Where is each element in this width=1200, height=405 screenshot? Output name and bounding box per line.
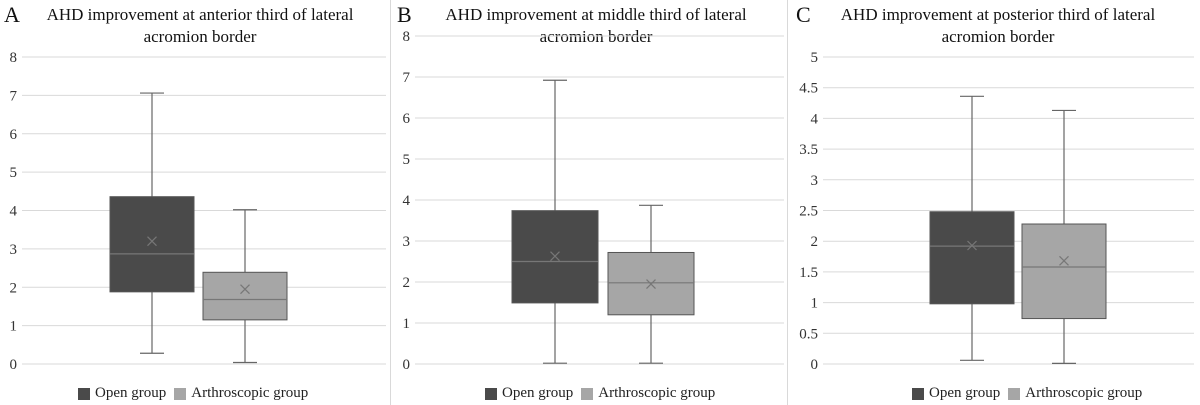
legend-item-open: Open group [912, 385, 1000, 402]
y-tick-label: 1.5 [799, 265, 818, 281]
legend-item-arthroscopic: Arthroscopic group [581, 385, 715, 402]
box-arthroscopic-group [1021, 109, 1107, 364]
legend-label-open: Open group [929, 385, 1001, 401]
plot-area: 0 0.5 1 1.5 2 2.5 3 3.5 4 4.5 5 [799, 50, 1194, 373]
legend-swatch-arthroscopic [1008, 387, 1021, 400]
y-tick-label: 4.5 [799, 81, 818, 97]
y-tick-label: 7 [10, 88, 18, 104]
y-tick-label: 1 [811, 296, 819, 312]
chart-title: AHD improvement at posterior third of la… [828, 4, 1168, 48]
box-open-group [109, 92, 195, 354]
panel-letter: A [4, 2, 20, 27]
y-tick-label: 0 [10, 357, 18, 373]
mean-marker-stroke [550, 251, 560, 262]
box-arthroscopic-group [607, 204, 695, 364]
chart-title-line-1: AHD improvement at posterior third of la… [840, 5, 1156, 24]
panel-divider [390, 0, 391, 405]
legend-label-open: Open group [95, 385, 167, 401]
box-open-group [929, 95, 1015, 361]
mean-marker [147, 236, 157, 247]
y-tick-label: 5 [811, 50, 819, 66]
y-tick-label: 7 [403, 70, 411, 86]
y-tick-label: 0 [811, 357, 819, 373]
legend-swatch-open [78, 387, 90, 400]
iqr-box [1021, 223, 1107, 320]
chart-panel-c: C AHD improvement at posterior third of … [788, 0, 1200, 405]
mean-marker [240, 284, 250, 295]
legend: Open group Arthroscopic group [78, 385, 316, 402]
mean-marker [967, 240, 977, 251]
y-tick-label: 8 [403, 29, 411, 45]
legend-label-arthroscopic: Arthroscopic group [598, 385, 716, 401]
y-tick-label: 3.5 [799, 142, 818, 158]
chart-title-line-1: AHD improvement at anterior third of lat… [46, 5, 354, 24]
panel-letter: B [397, 2, 412, 27]
y-tick-label: 4 [403, 193, 411, 209]
box-open-group [511, 79, 599, 364]
y-tick-label: 6 [403, 111, 411, 127]
mean-marker [550, 251, 560, 262]
legend-label-arthroscopic: Arthroscopic group [191, 385, 309, 401]
y-tick-label: 1 [403, 316, 411, 332]
chart-title-line-2: acromion border [941, 27, 1055, 46]
box-arthroscopic-group [202, 209, 288, 364]
y-tick-label: 2.5 [799, 204, 818, 220]
legend-item-open: Open group [78, 385, 166, 402]
chart-title-line-1: AHD improvement at middle third of later… [445, 5, 747, 24]
mean-marker-stroke [646, 279, 656, 289]
legend-swatch-open [485, 387, 497, 400]
y-tick-label: 0.5 [799, 326, 818, 342]
y-tick-label: 4 [10, 204, 18, 220]
chart-panel-a: A AHD improvement at anterior third of l… [0, 0, 390, 405]
chart-panel-b: B AHD improvement at middle third of lat… [391, 0, 787, 405]
plot-area: 0 1 2 3 4 5 6 7 8 [403, 29, 784, 373]
panel-letter: C [796, 2, 811, 27]
legend-item-open: Open group [485, 385, 573, 402]
legend: Open group Arthroscopic group [912, 385, 1150, 402]
legend-swatch-arthroscopic [174, 387, 187, 400]
mean-marker-stroke [967, 240, 977, 251]
y-tick-label: 4 [811, 111, 819, 127]
mean-marker [1059, 255, 1069, 266]
y-tick-label: 6 [10, 127, 18, 143]
y-tick-label: 3 [811, 173, 819, 189]
legend-swatch-open [912, 387, 924, 400]
legend-label-arthroscopic: Arthroscopic group [1025, 385, 1143, 401]
y-tick-label: 3 [403, 234, 411, 250]
y-tick-label: 2 [811, 234, 819, 250]
mean-marker [646, 279, 656, 289]
legend-label-open: Open group [502, 385, 574, 401]
chart-title: AHD improvement at anterior third of lat… [40, 4, 360, 48]
chart-title: AHD improvement at middle third of later… [431, 4, 761, 48]
y-tick-label: 2 [403, 275, 411, 291]
legend: Open group Arthroscopic group [485, 385, 723, 402]
y-tick-label: 2 [10, 280, 18, 296]
mean-marker-stroke [147, 236, 157, 247]
y-tick-label: 1 [10, 319, 18, 335]
panel-divider [787, 0, 788, 405]
legend-item-arthroscopic: Arthroscopic group [1008, 385, 1142, 402]
y-tick-label: 8 [10, 50, 18, 66]
iqr-box [929, 211, 1015, 305]
y-tick-label: 5 [10, 165, 18, 181]
plot-area: 0 1 2 3 4 5 6 7 8 [10, 50, 386, 373]
legend-item-arthroscopic: Arthroscopic group [174, 385, 308, 402]
iqr-box [109, 196, 195, 293]
iqr-box [202, 271, 288, 321]
y-tick-label: 5 [403, 152, 411, 168]
mean-marker-stroke [1059, 255, 1069, 266]
mean-marker-stroke [240, 284, 250, 295]
chart-title-line-2: acromion border [143, 27, 257, 46]
y-tick-label: 0 [403, 357, 411, 373]
legend-swatch-arthroscopic [581, 387, 594, 400]
y-tick-label: 3 [10, 242, 18, 258]
